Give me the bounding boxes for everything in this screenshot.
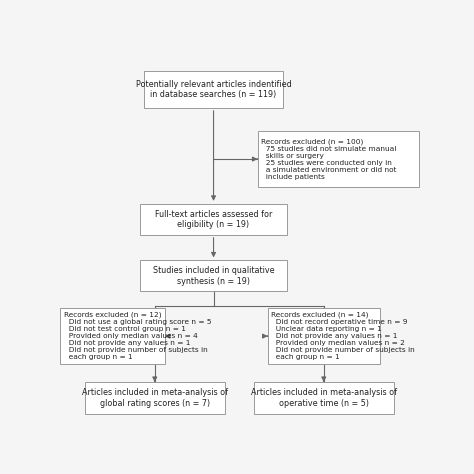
Text: Records excluded (n = 14)
  Did not record operative time n = 9
  Unclear data r: Records excluded (n = 14) Did not record…	[272, 312, 415, 360]
Text: Studies included in qualitative
synthesis (n = 19): Studies included in qualitative synthesi…	[153, 266, 274, 285]
Text: Articles included in meta-analysis of
operative time (n = 5): Articles included in meta-analysis of op…	[251, 388, 397, 408]
FancyBboxPatch shape	[258, 131, 419, 187]
Text: Potentially relevant articles indentified
in database searches (n = 119): Potentially relevant articles indentifie…	[136, 80, 292, 100]
FancyBboxPatch shape	[254, 382, 393, 414]
FancyBboxPatch shape	[268, 308, 380, 365]
FancyBboxPatch shape	[85, 382, 225, 414]
FancyBboxPatch shape	[140, 204, 287, 235]
Text: Articles included in meta-analysis of
global rating scores (n = 7): Articles included in meta-analysis of gl…	[82, 388, 228, 408]
Text: Records excluded (n = 100)
  75 studies did not simulate manual
  skills or surg: Records excluded (n = 100) 75 studies di…	[261, 138, 397, 180]
FancyBboxPatch shape	[140, 260, 287, 292]
Text: Full-text articles assessed for
eligibility (n = 19): Full-text articles assessed for eligibil…	[155, 210, 272, 229]
FancyBboxPatch shape	[144, 72, 283, 108]
Text: Records excluded (n = 12)
  Did not use a global rating score n = 5
  Did not te: Records excluded (n = 12) Did not use a …	[64, 312, 211, 360]
FancyBboxPatch shape	[60, 308, 165, 365]
